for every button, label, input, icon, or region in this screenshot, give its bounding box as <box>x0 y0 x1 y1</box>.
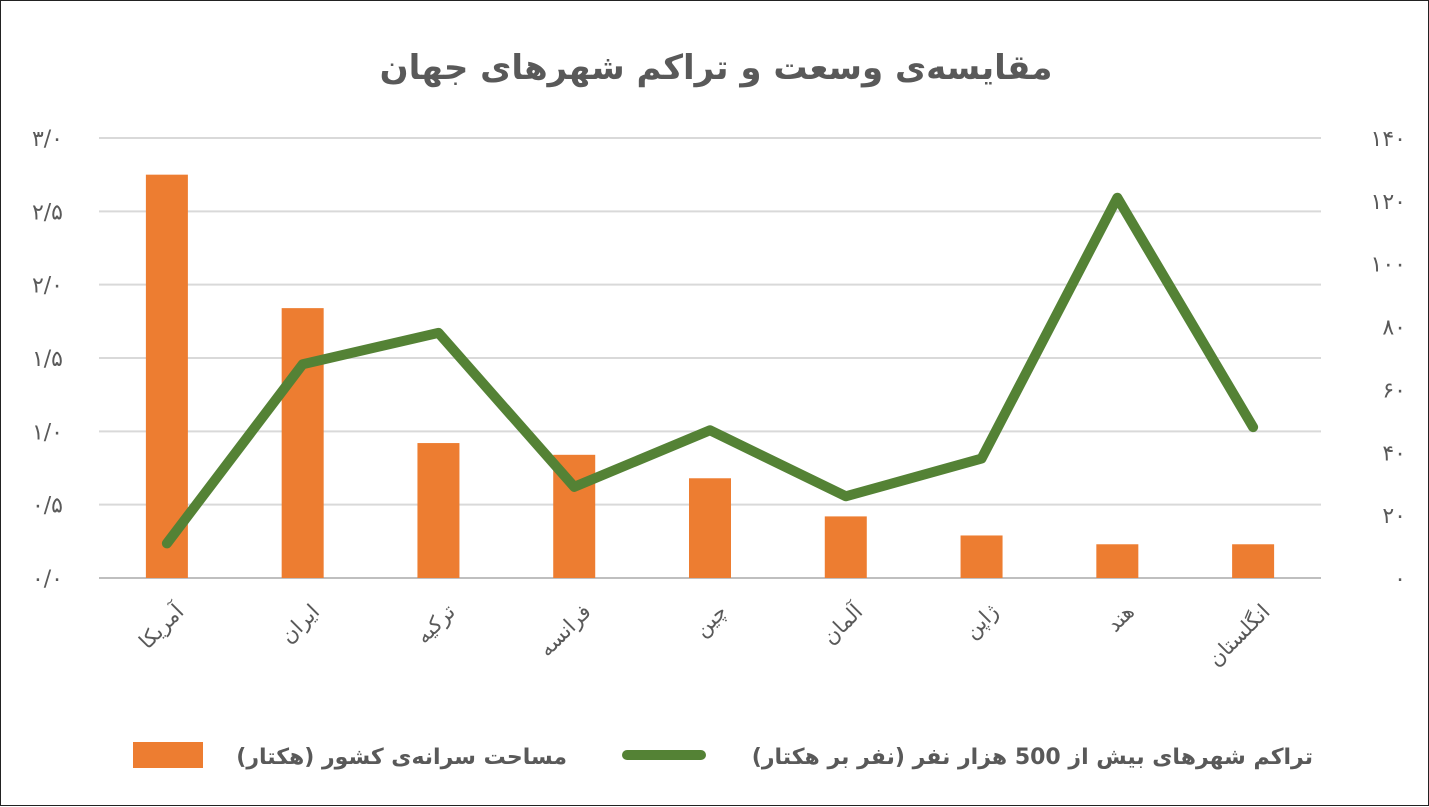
legend-bar-swatch <box>133 742 203 768</box>
bar <box>281 308 324 578</box>
bar <box>1232 544 1275 578</box>
left-tick-label: ۱/۰ <box>32 420 63 445</box>
category-labels: آمریکا ایران ترکیه فرانسه چین آلمان ژاپن هند انگ… <box>134 598 1275 671</box>
legend: مساحت سرانه‌ی کشور (هکتار) تراکم شهرهای … <box>133 742 1313 770</box>
left-tick-label: ۲/۵ <box>32 200 63 225</box>
chart-title: مقایسه‌ی وسعت و تراکم شهرهای جهان <box>380 48 1053 88</box>
right-tick-label: ۰ <box>1394 567 1406 592</box>
series-line <box>161 192 1259 549</box>
right-tick-label: ۱۴۰ <box>1371 127 1406 152</box>
left-axis-ticks: ۰/۰ ۰/۵ ۱/۰ ۱/۵ ۲/۰ ۲/۵ ۳/۰ <box>32 127 63 592</box>
bar <box>689 478 731 578</box>
bar <box>960 535 1003 578</box>
category-label: ژاپن <box>959 600 1003 644</box>
right-tick-label: ۴۰ <box>1382 441 1406 466</box>
left-tick-label: ۳/۰ <box>32 127 63 152</box>
category-label: آمریکا <box>134 598 190 654</box>
left-tick-label: ۱/۵ <box>32 347 63 372</box>
legend-bar-label: مساحت سرانه‌ی کشور (هکتار) <box>236 745 567 770</box>
right-tick-label: ۶۰ <box>1382 378 1406 403</box>
right-tick-label: ۸۰ <box>1382 316 1406 341</box>
category-label: چین <box>690 600 732 642</box>
legend-line-label: تراکم شهرهای بیش از 500 هزار نفر (نفر بر… <box>752 745 1313 770</box>
left-tick-label: ۰/۰ <box>32 567 63 592</box>
bar <box>417 443 460 578</box>
category-label: ایران <box>276 600 324 648</box>
line-series <box>161 192 1259 549</box>
category-label: آلمان <box>817 598 868 649</box>
right-axis-ticks: ۰ ۲۰ ۴۰ ۶۰ ۸۰ ۱۰۰ ۱۲۰ ۱۴۰ <box>1371 127 1406 592</box>
category-label: فرانسه <box>534 600 596 662</box>
bar-series <box>145 174 1275 578</box>
category-label: هند <box>1102 600 1139 637</box>
right-tick-label: ۱۲۰ <box>1371 190 1406 215</box>
left-tick-label: ۰/۵ <box>32 494 63 519</box>
category-label: انگلستان <box>1203 600 1275 672</box>
bar <box>1096 544 1139 578</box>
right-tick-label: ۱۰۰ <box>1371 253 1406 278</box>
category-label: ترکیه <box>411 599 460 648</box>
left-tick-label: ۲/۰ <box>32 274 63 299</box>
bar <box>145 174 188 578</box>
bar <box>824 516 867 578</box>
right-tick-label: ۲۰ <box>1382 504 1406 529</box>
